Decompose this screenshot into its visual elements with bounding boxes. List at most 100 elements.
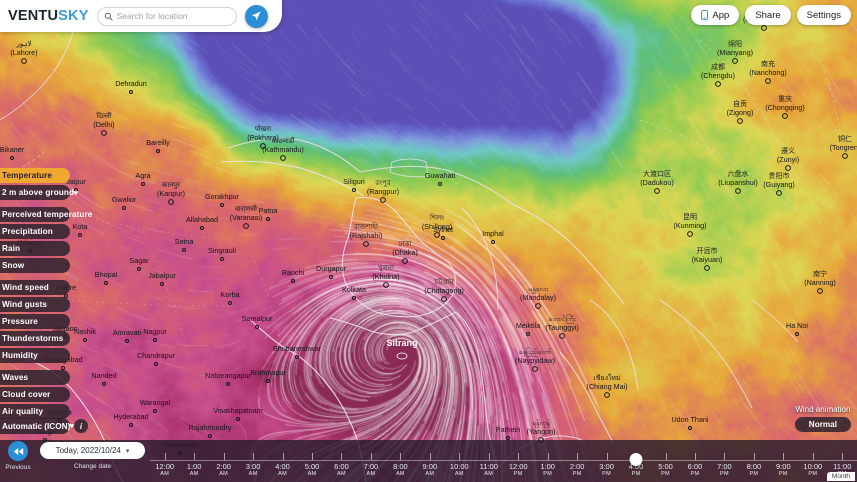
tick-meridiem: PM: [602, 471, 612, 477]
tick-meridiem: PM: [631, 471, 641, 477]
sidebar-item-wind-gusts[interactable]: Wind gusts: [0, 297, 70, 312]
sidebar-item-label: Wind speed: [2, 283, 49, 292]
tick-mark: [842, 453, 844, 460]
brand-search-group: VENTUSKY Search for location: [0, 0, 282, 32]
tick-mark: [370, 453, 372, 460]
model-label: Automatic (ICON): [2, 421, 71, 431]
tick-hour: 12:00: [155, 462, 175, 471]
tick-meridiem: PM: [749, 471, 759, 477]
sidebar-item-label: Cloud cover: [2, 390, 51, 399]
wind-animation-value[interactable]: Normal: [794, 417, 851, 432]
sidebar-item-wind-speed[interactable]: Wind speed: [0, 280, 70, 295]
search-input[interactable]: Search for location: [96, 6, 237, 26]
sidebar-item-snow[interactable]: Snow: [0, 258, 70, 273]
sidebar-item-humidity[interactable]: Humidity: [0, 348, 70, 363]
sidebar-item-thunderstorms[interactable]: Thunderstorms: [0, 331, 70, 346]
sidebar-item-cloud-cover[interactable]: Cloud cover: [0, 387, 70, 402]
sidebar-item-rain[interactable]: Rain: [0, 241, 70, 256]
tick-meridiem: PM: [572, 471, 582, 477]
sidebar-item-perceived-temperature[interactable]: Perceived temperature: [0, 207, 92, 222]
tick-hour: 8:00: [746, 462, 762, 471]
rewind-icon: [8, 441, 28, 461]
share-button[interactable]: Share: [745, 5, 791, 25]
wind-animation-control[interactable]: Wind animation Normal: [794, 405, 851, 432]
settings-button-label: Settings: [806, 9, 841, 21]
tick-mark: [400, 453, 402, 460]
tick-hour: 3:00: [599, 462, 614, 471]
weather-model-selector[interactable]: Automatic (ICON) ▾ i: [0, 418, 88, 434]
chevron-down-icon: ▾: [125, 447, 130, 455]
tick-hour: 10:00: [803, 462, 823, 471]
date-label: Today, 2022/10/24: [55, 446, 121, 455]
sidebar-item-precipitation[interactable]: Precipitation: [0, 224, 70, 239]
sidebar-item-pressure[interactable]: Pressure: [0, 314, 70, 329]
timeline-bar[interactable]: Previous Today, 2022/10/24 ▾ Change date…: [0, 440, 857, 482]
sidebar-item-label: Temperature: [2, 171, 53, 180]
tick-hour: 7:00: [363, 462, 379, 471]
sidebar-item-waves[interactable]: Waves: [0, 370, 70, 385]
ventusky-logo[interactable]: VENTUSKY: [8, 8, 89, 24]
change-date-label: Change date: [73, 463, 112, 470]
navigation-arrow-icon: [251, 11, 261, 21]
tick-meridiem: PM: [808, 471, 818, 477]
tick-meridiem: PM: [543, 471, 553, 477]
sidebar-item-air-quality[interactable]: Air quality: [0, 404, 70, 419]
tick-meridiem: AM: [189, 471, 199, 477]
tick-hour: 1:00: [186, 462, 202, 471]
sidebar-divider: [0, 365, 70, 368]
tick-mark: [812, 453, 814, 460]
tick-meridiem: PM: [690, 471, 700, 477]
sidebar-item-label: Perceived temperature: [2, 210, 93, 219]
tick-meridiem: AM: [366, 471, 376, 477]
tick-mark: [665, 453, 667, 460]
sidebar-item-label: Thunderstorms: [2, 334, 64, 343]
tick-mark: [282, 453, 284, 460]
tick-hour: 2:00: [216, 462, 231, 471]
tick-mark: [694, 453, 696, 460]
model-select[interactable]: Automatic (ICON) ▾: [0, 418, 74, 434]
search-placeholder: Search for location: [116, 11, 188, 21]
tick-meridiem: AM: [454, 471, 464, 477]
previous-button[interactable]: Previous: [4, 441, 32, 471]
sidebar-item-label: Air quality: [2, 407, 44, 416]
tick-mark: [518, 453, 520, 460]
layer-sidebar[interactable]: Temperature 2 m above ground ▾ Perceived te…: [0, 168, 92, 419]
sidebar-item-label: Precipitation: [2, 227, 53, 236]
geolocate-button[interactable]: [244, 4, 268, 28]
tick-hour: 9:00: [422, 462, 438, 471]
sidebar-item-2-m-above-ground[interactable]: 2 m above ground ▾: [0, 185, 78, 200]
app-button[interactable]: App: [691, 5, 740, 25]
tick-meridiem: AM: [160, 471, 170, 477]
sidebar-item-label: 2 m above ground: [2, 188, 75, 197]
timeline-handle[interactable]: [629, 453, 643, 466]
sidebar-item-label: Snow: [2, 261, 25, 270]
settings-button[interactable]: Settings: [796, 5, 851, 25]
date-selector[interactable]: Today, 2022/10/24 ▾ Change date: [40, 442, 145, 470]
sidebar-item-label: Wind gusts: [2, 300, 48, 309]
tick-mark: [783, 453, 785, 460]
tick-mark: [459, 453, 461, 460]
tick-hour: 11:00: [833, 462, 852, 471]
tick-meridiem: AM: [484, 471, 494, 477]
timeline-track[interactable]: 12:00 AM 1:00 AM 2:00 AM 3:00 AM 4:00 AM 5:00 AM 6:0…: [150, 440, 857, 482]
sidebar-item-temperature[interactable]: Temperature: [0, 168, 70, 183]
tick-hour: 7:00: [717, 462, 732, 471]
info-icon[interactable]: i: [74, 419, 88, 433]
date-pill[interactable]: Today, 2022/10/24 ▾: [40, 442, 145, 459]
tick-meridiem: AM: [425, 471, 435, 477]
app-button-label: App: [712, 9, 730, 21]
sidebar-divider: [0, 202, 70, 205]
tick-meridiem: PM: [513, 471, 523, 477]
rewind-glyph: [13, 447, 23, 455]
tick-mark: [724, 453, 726, 460]
month-button[interactable]: Month: [826, 472, 855, 481]
tick-mark: [312, 453, 314, 460]
timeline-line: [150, 460, 857, 461]
tick-mark: [577, 453, 579, 460]
tick-mark: [753, 453, 755, 460]
tick-hour: 4:00: [628, 462, 644, 471]
wind-animation-title: Wind animation: [795, 405, 851, 414]
tick-hour: 8:00: [393, 462, 408, 471]
